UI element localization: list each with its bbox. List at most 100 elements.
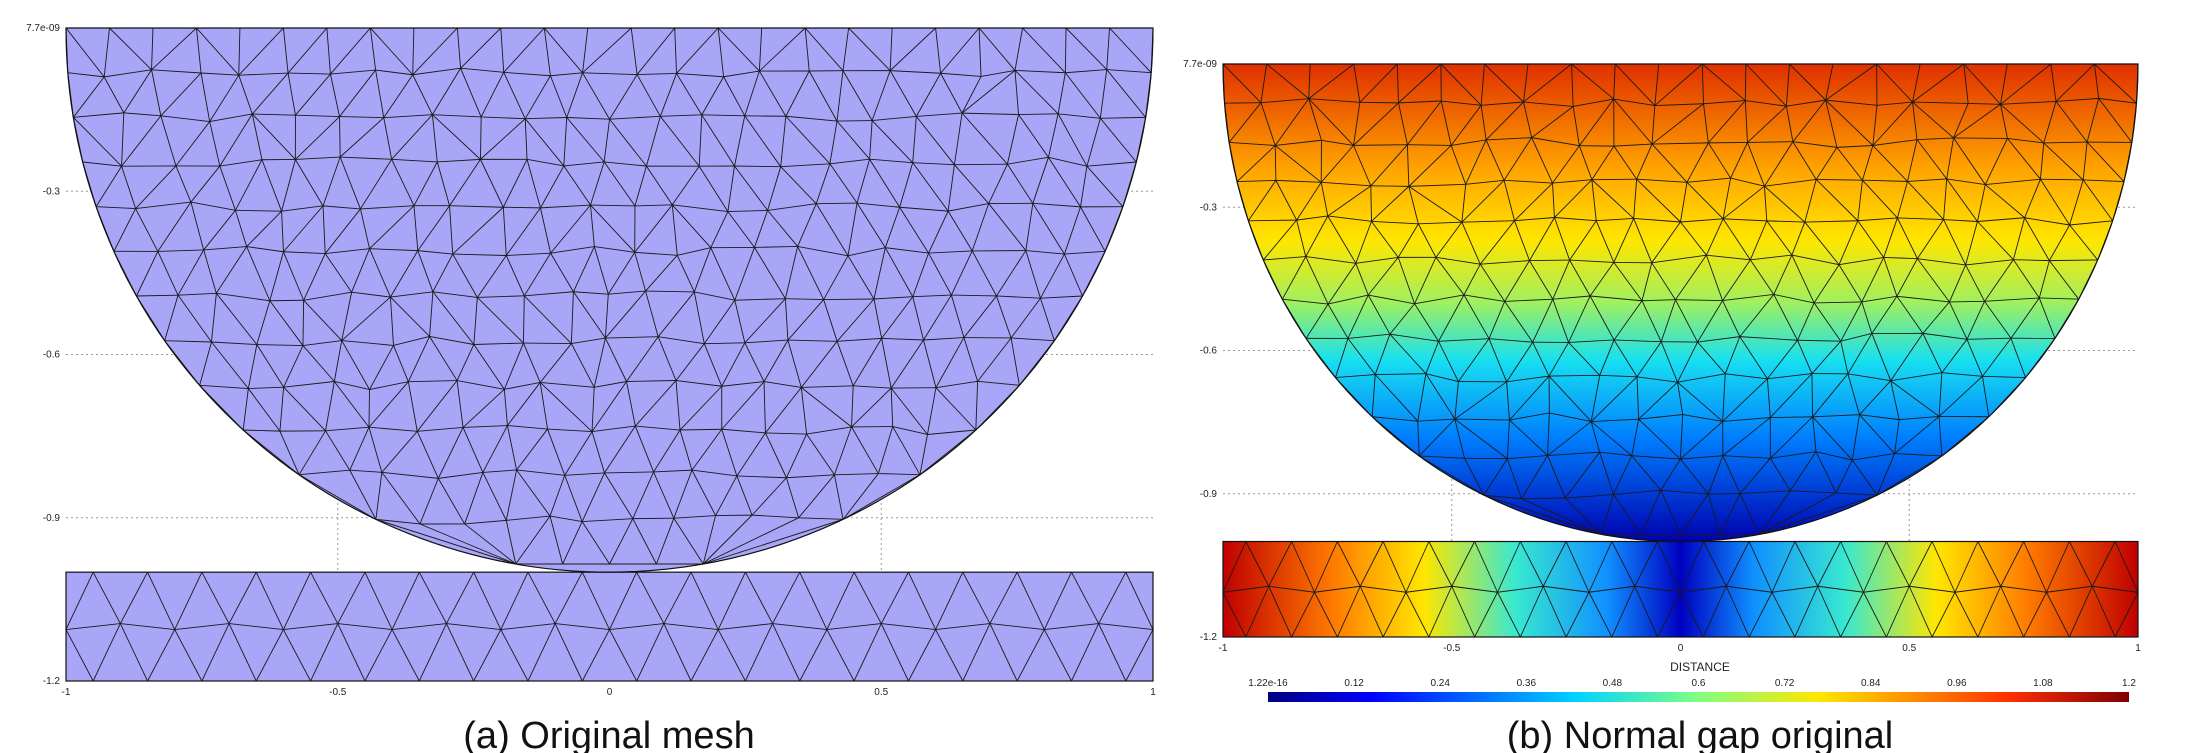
- mesh-edge: [1370, 185, 1409, 187]
- mesh-edge: [721, 429, 738, 477]
- mesh-edge: [1836, 492, 1878, 496]
- mesh-edge: [506, 252, 551, 256]
- mesh-edge: [823, 298, 874, 301]
- mesh-edge: [1018, 113, 1059, 115]
- mesh-edge: [1883, 217, 1898, 258]
- mesh-edge: [287, 73, 296, 116]
- mesh-edge: [92, 623, 121, 681]
- mesh-edge: [160, 115, 210, 123]
- mesh-edge: [626, 381, 636, 427]
- mesh-edge: [703, 518, 844, 565]
- mesh-edge: [1417, 373, 1427, 422]
- mesh-edge: [1268, 586, 1293, 637]
- mesh-edge: [1836, 145, 1873, 148]
- mesh-edge: [1707, 455, 1724, 495]
- mesh-edge: [1638, 414, 1683, 420]
- mesh-edge: [899, 206, 949, 212]
- mesh-edge: [1943, 219, 1967, 266]
- mesh-edge: [609, 623, 664, 631]
- mesh-edge: [1086, 165, 1124, 207]
- mesh-edge: [1883, 257, 1898, 297]
- mesh-edge: [1578, 145, 1593, 180]
- mesh-edge: [1014, 69, 1066, 74]
- mesh-edge: [1770, 416, 1813, 459]
- mesh-edge: [1636, 376, 1640, 420]
- mesh-edge: [693, 247, 712, 293]
- mesh-edge: [1771, 592, 1796, 637]
- mesh-edge: [1744, 64, 1747, 101]
- mesh-edge: [772, 623, 827, 631]
- mesh-edge: [407, 381, 418, 432]
- mesh-edge: [1613, 98, 1655, 106]
- mesh-edge: [563, 161, 605, 167]
- mesh-edge: [1679, 458, 1709, 495]
- mesh-edge: [1367, 294, 1391, 335]
- mesh-edge: [1857, 180, 1863, 221]
- mesh-edge: [1291, 541, 1315, 593]
- mesh-edge: [2046, 541, 2070, 593]
- mesh-edge: [103, 28, 110, 77]
- mesh-edge: [1010, 297, 1041, 339]
- mesh-edge: [1296, 220, 1307, 257]
- mesh-edge: [582, 518, 633, 523]
- mesh-edge: [1722, 455, 1771, 459]
- mesh-edge: [853, 623, 882, 681]
- mesh-edge: [1480, 260, 1530, 265]
- mesh-edge: [449, 159, 481, 206]
- mesh-edge: [482, 469, 517, 473]
- mesh-edge: [1417, 421, 1420, 456]
- mesh-edge: [833, 474, 844, 520]
- mesh-edge: [744, 70, 760, 116]
- mesh-edge: [826, 623, 882, 631]
- mesh-edge: [1355, 221, 1372, 264]
- mesh-edge: [954, 163, 1008, 166]
- mesh-edge: [1954, 585, 2001, 593]
- mesh-edge: [1497, 541, 1521, 593]
- mesh-edge: [1633, 179, 1638, 219]
- mesh-edge: [1007, 163, 1034, 204]
- mesh-edge: [1327, 215, 1372, 222]
- mesh-edge: [287, 28, 328, 74]
- panel-original-mesh: 7.7e-09 -0.3 -0.6 -0.9 -1.2 -1 -0.5 0 0.5 1 (a) …: [26, 23, 1156, 753]
- mesh-edge: [923, 294, 952, 341]
- mesh-edge: [351, 291, 391, 298]
- mesh-edge: [1463, 294, 1505, 302]
- mesh-edge: [1941, 372, 1983, 377]
- mesh-edge: [523, 295, 572, 344]
- mesh-edge: [555, 623, 610, 631]
- mesh-edge: [801, 385, 854, 388]
- mesh-edge: [1547, 455, 1566, 499]
- mesh-edge: [554, 623, 583, 681]
- mesh-edge: [1613, 262, 1643, 302]
- mesh-edge: [1890, 372, 1942, 382]
- mesh-edge: [460, 67, 504, 73]
- mesh-edge: [1977, 217, 2025, 222]
- mesh-edge: [2013, 259, 2050, 262]
- mesh-edge: [1968, 102, 2001, 105]
- mesh-edge: [1872, 139, 1918, 146]
- mesh-edge: [977, 337, 1012, 382]
- mesh-edge: [1943, 219, 1978, 222]
- mesh-edge: [653, 471, 675, 519]
- mesh-edge: [1840, 541, 1864, 593]
- mesh-edge: [1228, 102, 1262, 143]
- mesh-edge: [515, 515, 551, 565]
- mesh-edge: [978, 28, 982, 77]
- mesh-edge: [702, 514, 753, 565]
- mesh-edge: [826, 571, 855, 630]
- mesh-edge: [996, 295, 1041, 299]
- mesh-edge: [2010, 338, 2026, 378]
- mesh-edge: [630, 28, 638, 75]
- mesh-edge: [1922, 301, 1950, 334]
- mesh-edge: [785, 298, 824, 301]
- mesh-edge: [691, 428, 723, 471]
- mesh-edge: [1963, 64, 1969, 104]
- mesh-edge: [303, 299, 343, 341]
- y-tick-label: 7.7e-09: [1183, 59, 1217, 70]
- y-tick-label: -0.3: [1200, 202, 1218, 213]
- mesh-edge: [1480, 105, 1487, 141]
- mesh-edge: [248, 386, 284, 390]
- mesh-edge: [446, 571, 475, 624]
- mesh-edge: [1638, 381, 1678, 420]
- mesh-edge: [228, 571, 257, 624]
